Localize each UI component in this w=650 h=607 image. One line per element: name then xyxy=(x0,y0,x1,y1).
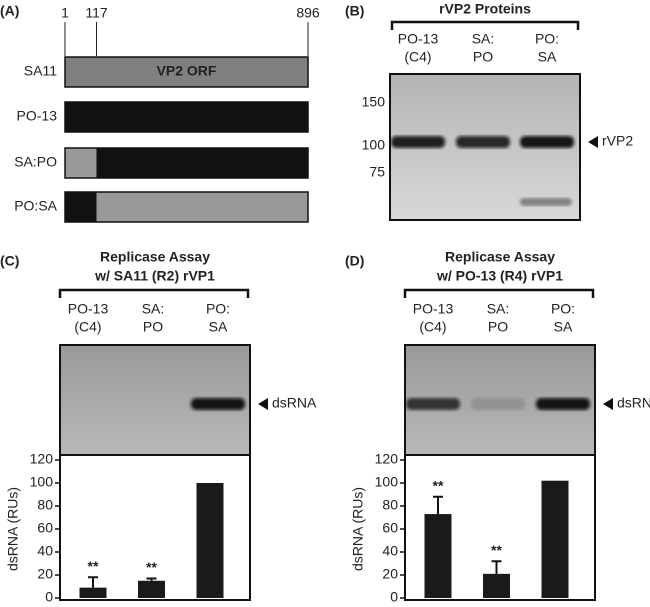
y-tick-label: 80 xyxy=(382,497,398,513)
orf-outline xyxy=(64,191,309,223)
lane-label: SA: xyxy=(142,301,165,317)
gel-band xyxy=(520,198,572,206)
panel-title: Replicase Assay xyxy=(445,249,555,265)
lane-label: PO-13 xyxy=(68,301,109,317)
bar xyxy=(196,483,224,598)
y-tick-label: 100 xyxy=(375,474,399,490)
lane-label: PO: xyxy=(206,301,230,317)
lane-label: SA xyxy=(538,49,557,65)
orf-segment xyxy=(65,148,97,178)
orf-segment xyxy=(65,102,308,132)
lane-label: SA: xyxy=(487,301,510,317)
y-tick-label: 20 xyxy=(37,566,53,582)
y-tick-label: 60 xyxy=(382,520,398,536)
scale-label: 117 xyxy=(85,5,108,21)
error-bar xyxy=(433,495,443,515)
y-tick-label: 60 xyxy=(37,520,53,536)
panel-label: (B) xyxy=(345,3,364,19)
arrowhead xyxy=(258,398,268,410)
error-bar xyxy=(491,560,502,574)
orf-segment xyxy=(65,57,308,87)
panel-label: (C) xyxy=(0,253,19,269)
row-label: SA11 xyxy=(24,63,57,79)
orf-outline xyxy=(64,147,309,179)
lane-label: PO xyxy=(143,319,163,335)
lane-label: SA xyxy=(554,319,573,335)
y-tick-label: 40 xyxy=(37,543,53,559)
orf-segment xyxy=(96,148,309,178)
orf-outline xyxy=(64,56,309,88)
bar xyxy=(79,587,107,598)
y-tick-label: 0 xyxy=(390,589,398,605)
orf-outline xyxy=(64,101,309,133)
lane-label: SA: xyxy=(472,31,495,47)
lane-label: (C4) xyxy=(404,49,431,65)
error-bar xyxy=(88,576,98,588)
gel-band xyxy=(536,398,590,410)
lane-label: PO xyxy=(473,49,493,65)
y-tick-label: 80 xyxy=(37,497,53,513)
panel-title: rVP2 Proteins xyxy=(439,1,531,17)
arrowhead xyxy=(588,136,598,148)
mw-marker: 150 xyxy=(362,94,386,110)
scale-label: 896 xyxy=(296,5,320,21)
panel-title: w/ SA11 (R2) rVP1 xyxy=(94,268,215,284)
bracket xyxy=(403,288,595,298)
bracket xyxy=(390,20,580,30)
band-label: dsRNA xyxy=(272,395,317,411)
panel-title: Replicase Assay xyxy=(100,249,210,265)
row-label: PO:SA xyxy=(14,198,57,214)
gel-band xyxy=(191,398,245,410)
lane-label: PO-13 xyxy=(398,31,439,47)
lane-label: (C4) xyxy=(419,319,446,335)
y-tick-label: 120 xyxy=(30,451,54,467)
significance: ** xyxy=(491,542,502,558)
band-label: rVP2 xyxy=(602,133,633,149)
row-label: PO-13 xyxy=(17,108,58,124)
y-tick-label: 0 xyxy=(45,589,53,605)
lane-label: PO xyxy=(488,319,508,335)
band-label: dsRNA xyxy=(617,395,650,411)
y-tick-label: 40 xyxy=(382,543,398,559)
scale-label: 1 xyxy=(61,5,69,21)
y-tick-label: 100 xyxy=(30,474,54,490)
orf-segment xyxy=(65,192,97,222)
orf-label: VP2 ORF xyxy=(157,63,217,79)
row-label: SA:PO xyxy=(14,154,57,170)
panel-label: (D) xyxy=(345,253,364,269)
lane-label: (C4) xyxy=(74,319,101,335)
bar xyxy=(138,580,165,598)
orf-segment xyxy=(96,192,309,222)
panel-label: (A) xyxy=(0,3,19,19)
panel-title: w/ PO-13 (R4) rVP1 xyxy=(436,268,563,284)
y-tick-label: 20 xyxy=(382,566,398,582)
gel-band xyxy=(406,398,460,410)
error-bar xyxy=(146,577,157,581)
mw-marker: 100 xyxy=(362,137,386,153)
arrowhead xyxy=(603,398,613,410)
mw-marker: 75 xyxy=(369,164,385,180)
bar xyxy=(483,573,510,598)
lane-label: SA xyxy=(209,319,228,335)
bar xyxy=(424,514,452,598)
significance: ** xyxy=(433,478,444,494)
gel-band xyxy=(456,136,510,148)
y-axis-label: dsRNA (RUs) xyxy=(350,487,366,571)
gel-band xyxy=(471,398,525,410)
lane-label: PO-13 xyxy=(413,301,454,317)
y-tick-label: 120 xyxy=(375,451,399,467)
significance: ** xyxy=(146,559,157,575)
gel-band xyxy=(391,136,445,148)
lane-label: PO: xyxy=(551,301,575,317)
y-axis-label: dsRNA (RUs) xyxy=(5,487,21,571)
bar xyxy=(541,480,569,598)
significance: ** xyxy=(88,558,99,574)
lane-label: PO: xyxy=(535,31,559,47)
gel-band xyxy=(520,136,574,148)
bracket xyxy=(58,288,250,298)
